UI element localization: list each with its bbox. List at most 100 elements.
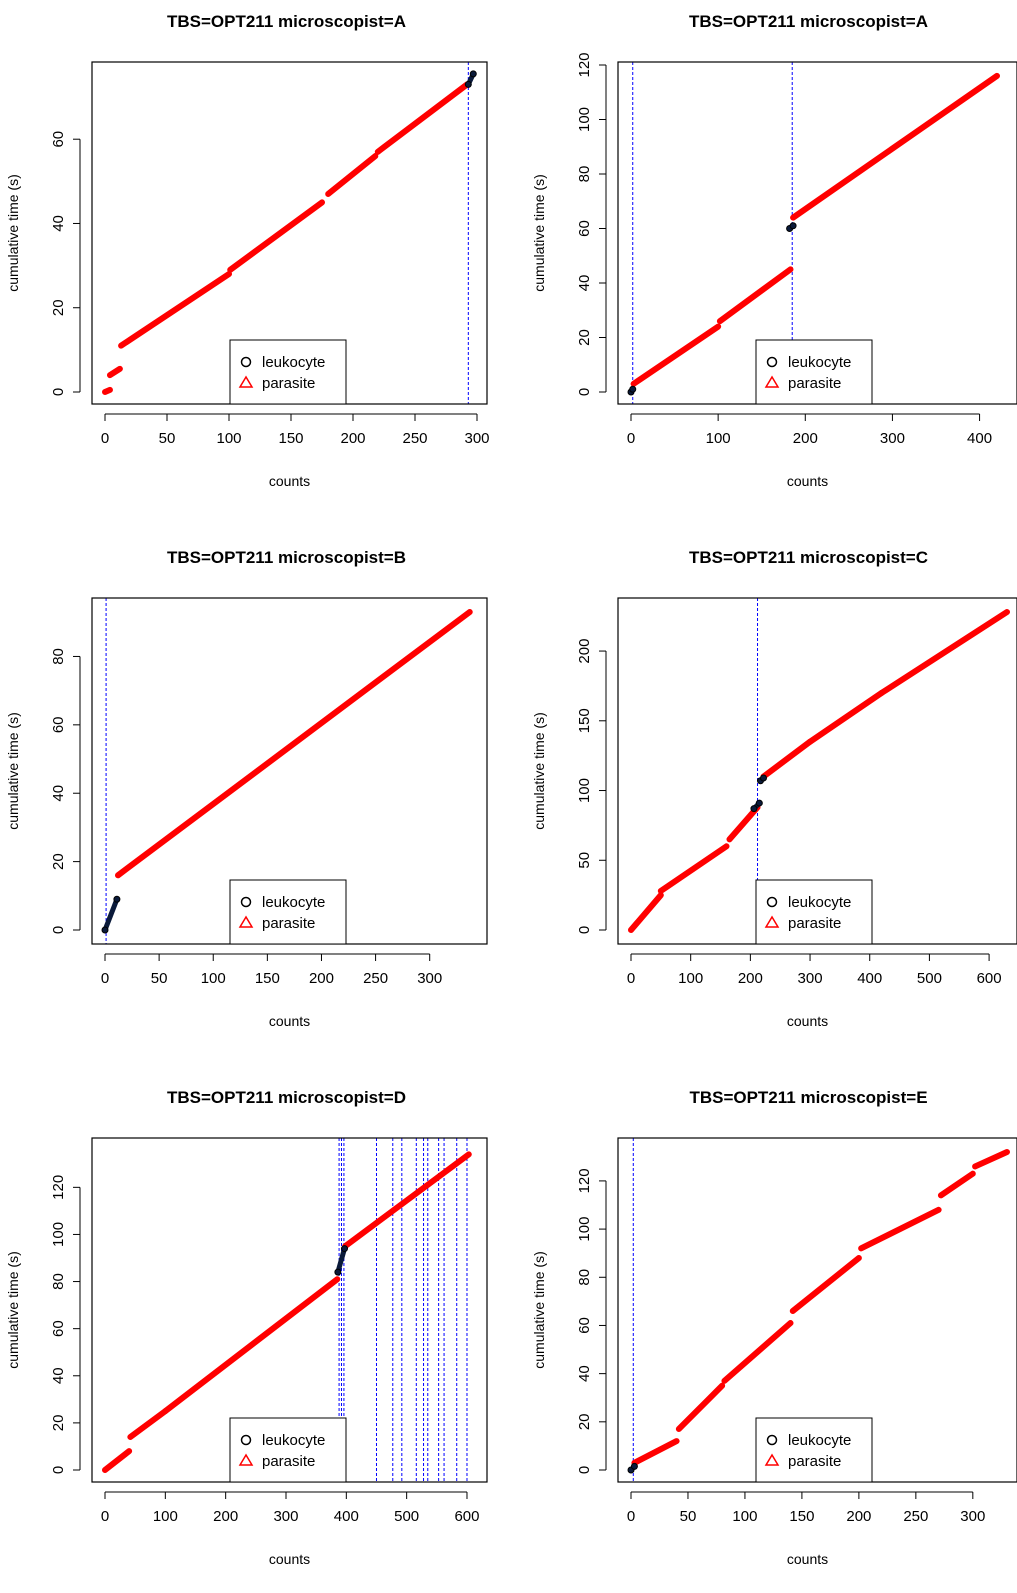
- leukocyte-point: [341, 1245, 349, 1253]
- legend-box: [755, 339, 873, 405]
- parasite-series: [102, 1448, 133, 1473]
- legend-triangle-icon: [764, 915, 780, 928]
- y-tick-label: 80: [50, 1273, 67, 1290]
- y-tick-label: 100: [576, 1217, 593, 1242]
- leukocyte-point: [789, 222, 797, 230]
- leukocyte-series: [102, 896, 120, 933]
- y-tick-label: 100: [576, 107, 593, 132]
- y-tick-label: 40: [576, 1365, 593, 1382]
- parasite-series: [790, 72, 1000, 221]
- x-tick-label: 100: [732, 1508, 757, 1525]
- parasite-series: [114, 609, 473, 879]
- x-tick-label: 250: [363, 970, 388, 987]
- x-tick-label: 100: [216, 430, 241, 447]
- y-tick-label: 50: [576, 852, 593, 869]
- x-tick-label: 50: [159, 430, 176, 447]
- panel-4: TBS=OPT211 microscopist=C 0 100 200 300 400 50…: [531, 548, 1017, 1029]
- x-tick-label: 100: [201, 970, 226, 987]
- parasite-series: [716, 266, 794, 325]
- y-tick-label: 120: [50, 1175, 67, 1200]
- panel-title: TBS=OPT211 microscopist=E: [689, 1088, 927, 1107]
- legend: leukocyte parasite: [755, 339, 873, 405]
- x-axis-label: counts: [269, 473, 310, 489]
- panel-title: TBS=OPT211 microscopist=B: [167, 548, 406, 567]
- leukocyte-point: [750, 805, 758, 813]
- x-tick-label: 300: [273, 1508, 298, 1525]
- panel-title: TBS=OPT211 microscopist=C: [689, 548, 928, 567]
- panel-5: TBS=OPT211 microscopist=D0 100 200 300 400 50…: [5, 1088, 488, 1567]
- x-tick-label: 0: [101, 1508, 109, 1525]
- legend-triangle-icon: [238, 1453, 254, 1466]
- panel-1: TBS=OPT211 microscopist=A0 50 100 150 200 250…: [5, 12, 490, 489]
- y-tick-label: 0: [50, 926, 67, 934]
- parasite-series: [106, 365, 123, 379]
- x-tick-label: 200: [793, 430, 818, 447]
- legend-triangle-icon: [764, 375, 780, 388]
- legend-circle-icon: [766, 1434, 778, 1446]
- legend-label: parasite: [788, 375, 841, 392]
- x-tick-label: 300: [880, 430, 905, 447]
- x-tick-label: 200: [213, 1508, 238, 1525]
- parasite-series: [675, 1382, 726, 1433]
- legend-label: parasite: [262, 375, 315, 392]
- legend: leukocyte parasite: [755, 879, 873, 945]
- y-axis-label: cumulative time (s): [531, 174, 547, 291]
- x-tick-label: 300: [960, 1508, 985, 1525]
- x-axis-label: counts: [269, 1551, 310, 1567]
- x-tick-label: 100: [706, 430, 731, 447]
- legend-label: parasite: [788, 1453, 841, 1470]
- legend-label: leukocyte: [788, 1432, 851, 1449]
- leukocyte-point: [759, 774, 767, 782]
- y-tick-label: 100: [50, 1222, 67, 1247]
- legend-box: [229, 1417, 347, 1483]
- legend-circle-icon: [240, 896, 252, 908]
- legend-label: parasite: [262, 1453, 315, 1470]
- parasite-series: [118, 271, 232, 349]
- y-tick-label: 20: [576, 329, 593, 346]
- x-tick-label: 250: [903, 1508, 928, 1525]
- legend-label: leukocyte: [262, 894, 325, 911]
- panel-title: TBS=OPT211 microscopist=D: [167, 1088, 406, 1107]
- panel-title: TBS=OPT211 microscopist=A: [689, 12, 928, 31]
- x-tick-label: 200: [738, 970, 763, 987]
- x-tick-label: 0: [101, 430, 109, 447]
- y-tick-label: 40: [50, 215, 67, 232]
- x-tick-label: 0: [627, 970, 635, 987]
- y-tick-label: 0: [576, 1466, 593, 1474]
- legend-triangle-icon: [238, 375, 254, 388]
- y-tick-label: 80: [576, 1269, 593, 1286]
- x-tick-label: 150: [789, 1508, 814, 1525]
- leukocyte-point: [755, 799, 763, 807]
- y-axis-label: cumulative time (s): [531, 712, 547, 829]
- x-tick-label: 400: [967, 430, 992, 447]
- x-tick-label: 250: [402, 430, 427, 447]
- y-tick-label: 20: [50, 1415, 67, 1432]
- panel-3: TBS=OPT211 microscopist=B0 50 100 150 200 250…: [5, 548, 488, 1029]
- x-tick-label: 100: [153, 1508, 178, 1525]
- y-tick-label: 60: [50, 716, 67, 733]
- y-axis-label: cumulative time (s): [5, 712, 21, 829]
- legend: leukocyte parasite: [229, 339, 347, 405]
- y-tick-label: 60: [576, 220, 593, 237]
- legend-box: [755, 879, 873, 945]
- y-tick-label: 60: [50, 1320, 67, 1337]
- parasite-series: [878, 609, 1010, 696]
- parasite-series: [325, 153, 379, 197]
- x-tick-label: 0: [101, 970, 109, 987]
- legend-box: [229, 879, 347, 945]
- panel-2: TBS=OPT211 microscopist=A 0 100 200 300 400 co…: [531, 12, 1017, 489]
- x-axis-label: counts: [787, 473, 828, 489]
- x-tick-label: 0: [627, 1508, 635, 1525]
- y-tick-label: 80: [576, 166, 593, 183]
- panel-6: TBS=OPT211 microscopist=E0 50 100 150 200 250…: [531, 1088, 1017, 1567]
- y-axis-label: cumulative time (s): [5, 1251, 21, 1368]
- x-tick-label: 0: [627, 430, 635, 447]
- x-tick-label: 300: [464, 430, 489, 447]
- x-tick-label: 400: [857, 970, 882, 987]
- leukocyte-point: [334, 1268, 342, 1276]
- legend-label: parasite: [788, 915, 841, 932]
- y-tick-label: 20: [576, 1413, 593, 1430]
- y-tick-label: 120: [576, 52, 593, 77]
- y-tick-label: 150: [576, 708, 593, 733]
